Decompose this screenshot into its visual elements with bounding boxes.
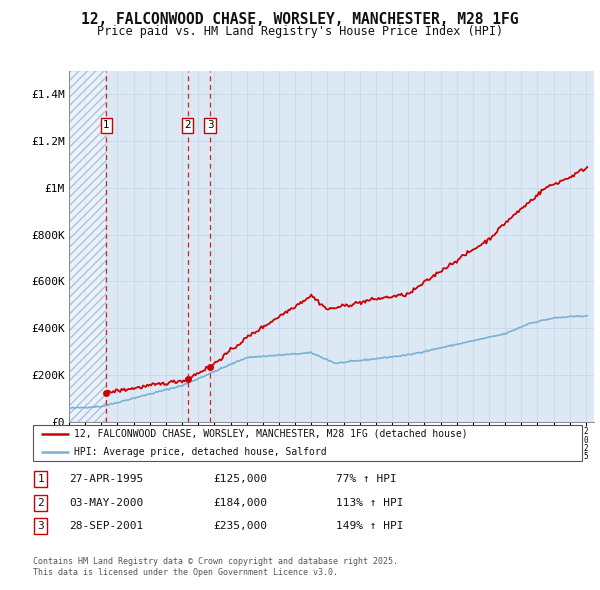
- Text: 1: 1: [103, 120, 110, 130]
- Text: 2: 2: [37, 498, 44, 507]
- Text: £184,000: £184,000: [213, 498, 267, 507]
- Text: 3: 3: [207, 120, 214, 130]
- Text: 3: 3: [37, 522, 44, 531]
- Text: 113% ↑ HPI: 113% ↑ HPI: [336, 498, 404, 507]
- Text: 12, FALCONWOOD CHASE, WORSLEY, MANCHESTER, M28 1FG: 12, FALCONWOOD CHASE, WORSLEY, MANCHESTE…: [81, 12, 519, 27]
- Text: 1: 1: [37, 474, 44, 484]
- Bar: [69, 71, 106, 422]
- Text: £235,000: £235,000: [213, 522, 267, 531]
- Text: £125,000: £125,000: [213, 474, 267, 484]
- Text: 12, FALCONWOOD CHASE, WORSLEY, MANCHESTER, M28 1FG (detached house): 12, FALCONWOOD CHASE, WORSLEY, MANCHESTE…: [74, 429, 468, 439]
- Text: Price paid vs. HM Land Registry's House Price Index (HPI): Price paid vs. HM Land Registry's House …: [97, 25, 503, 38]
- Text: 77% ↑ HPI: 77% ↑ HPI: [336, 474, 397, 484]
- Text: Contains HM Land Registry data © Crown copyright and database right 2025.: Contains HM Land Registry data © Crown c…: [33, 558, 398, 566]
- FancyBboxPatch shape: [33, 425, 582, 461]
- Text: 27-APR-1995: 27-APR-1995: [69, 474, 143, 484]
- Text: 149% ↑ HPI: 149% ↑ HPI: [336, 522, 404, 531]
- Bar: [69, 71, 106, 422]
- Text: HPI: Average price, detached house, Salford: HPI: Average price, detached house, Salf…: [74, 447, 327, 457]
- Text: 03-MAY-2000: 03-MAY-2000: [69, 498, 143, 507]
- Text: 2: 2: [184, 120, 191, 130]
- Text: 28-SEP-2001: 28-SEP-2001: [69, 522, 143, 531]
- Text: This data is licensed under the Open Government Licence v3.0.: This data is licensed under the Open Gov…: [33, 568, 338, 577]
